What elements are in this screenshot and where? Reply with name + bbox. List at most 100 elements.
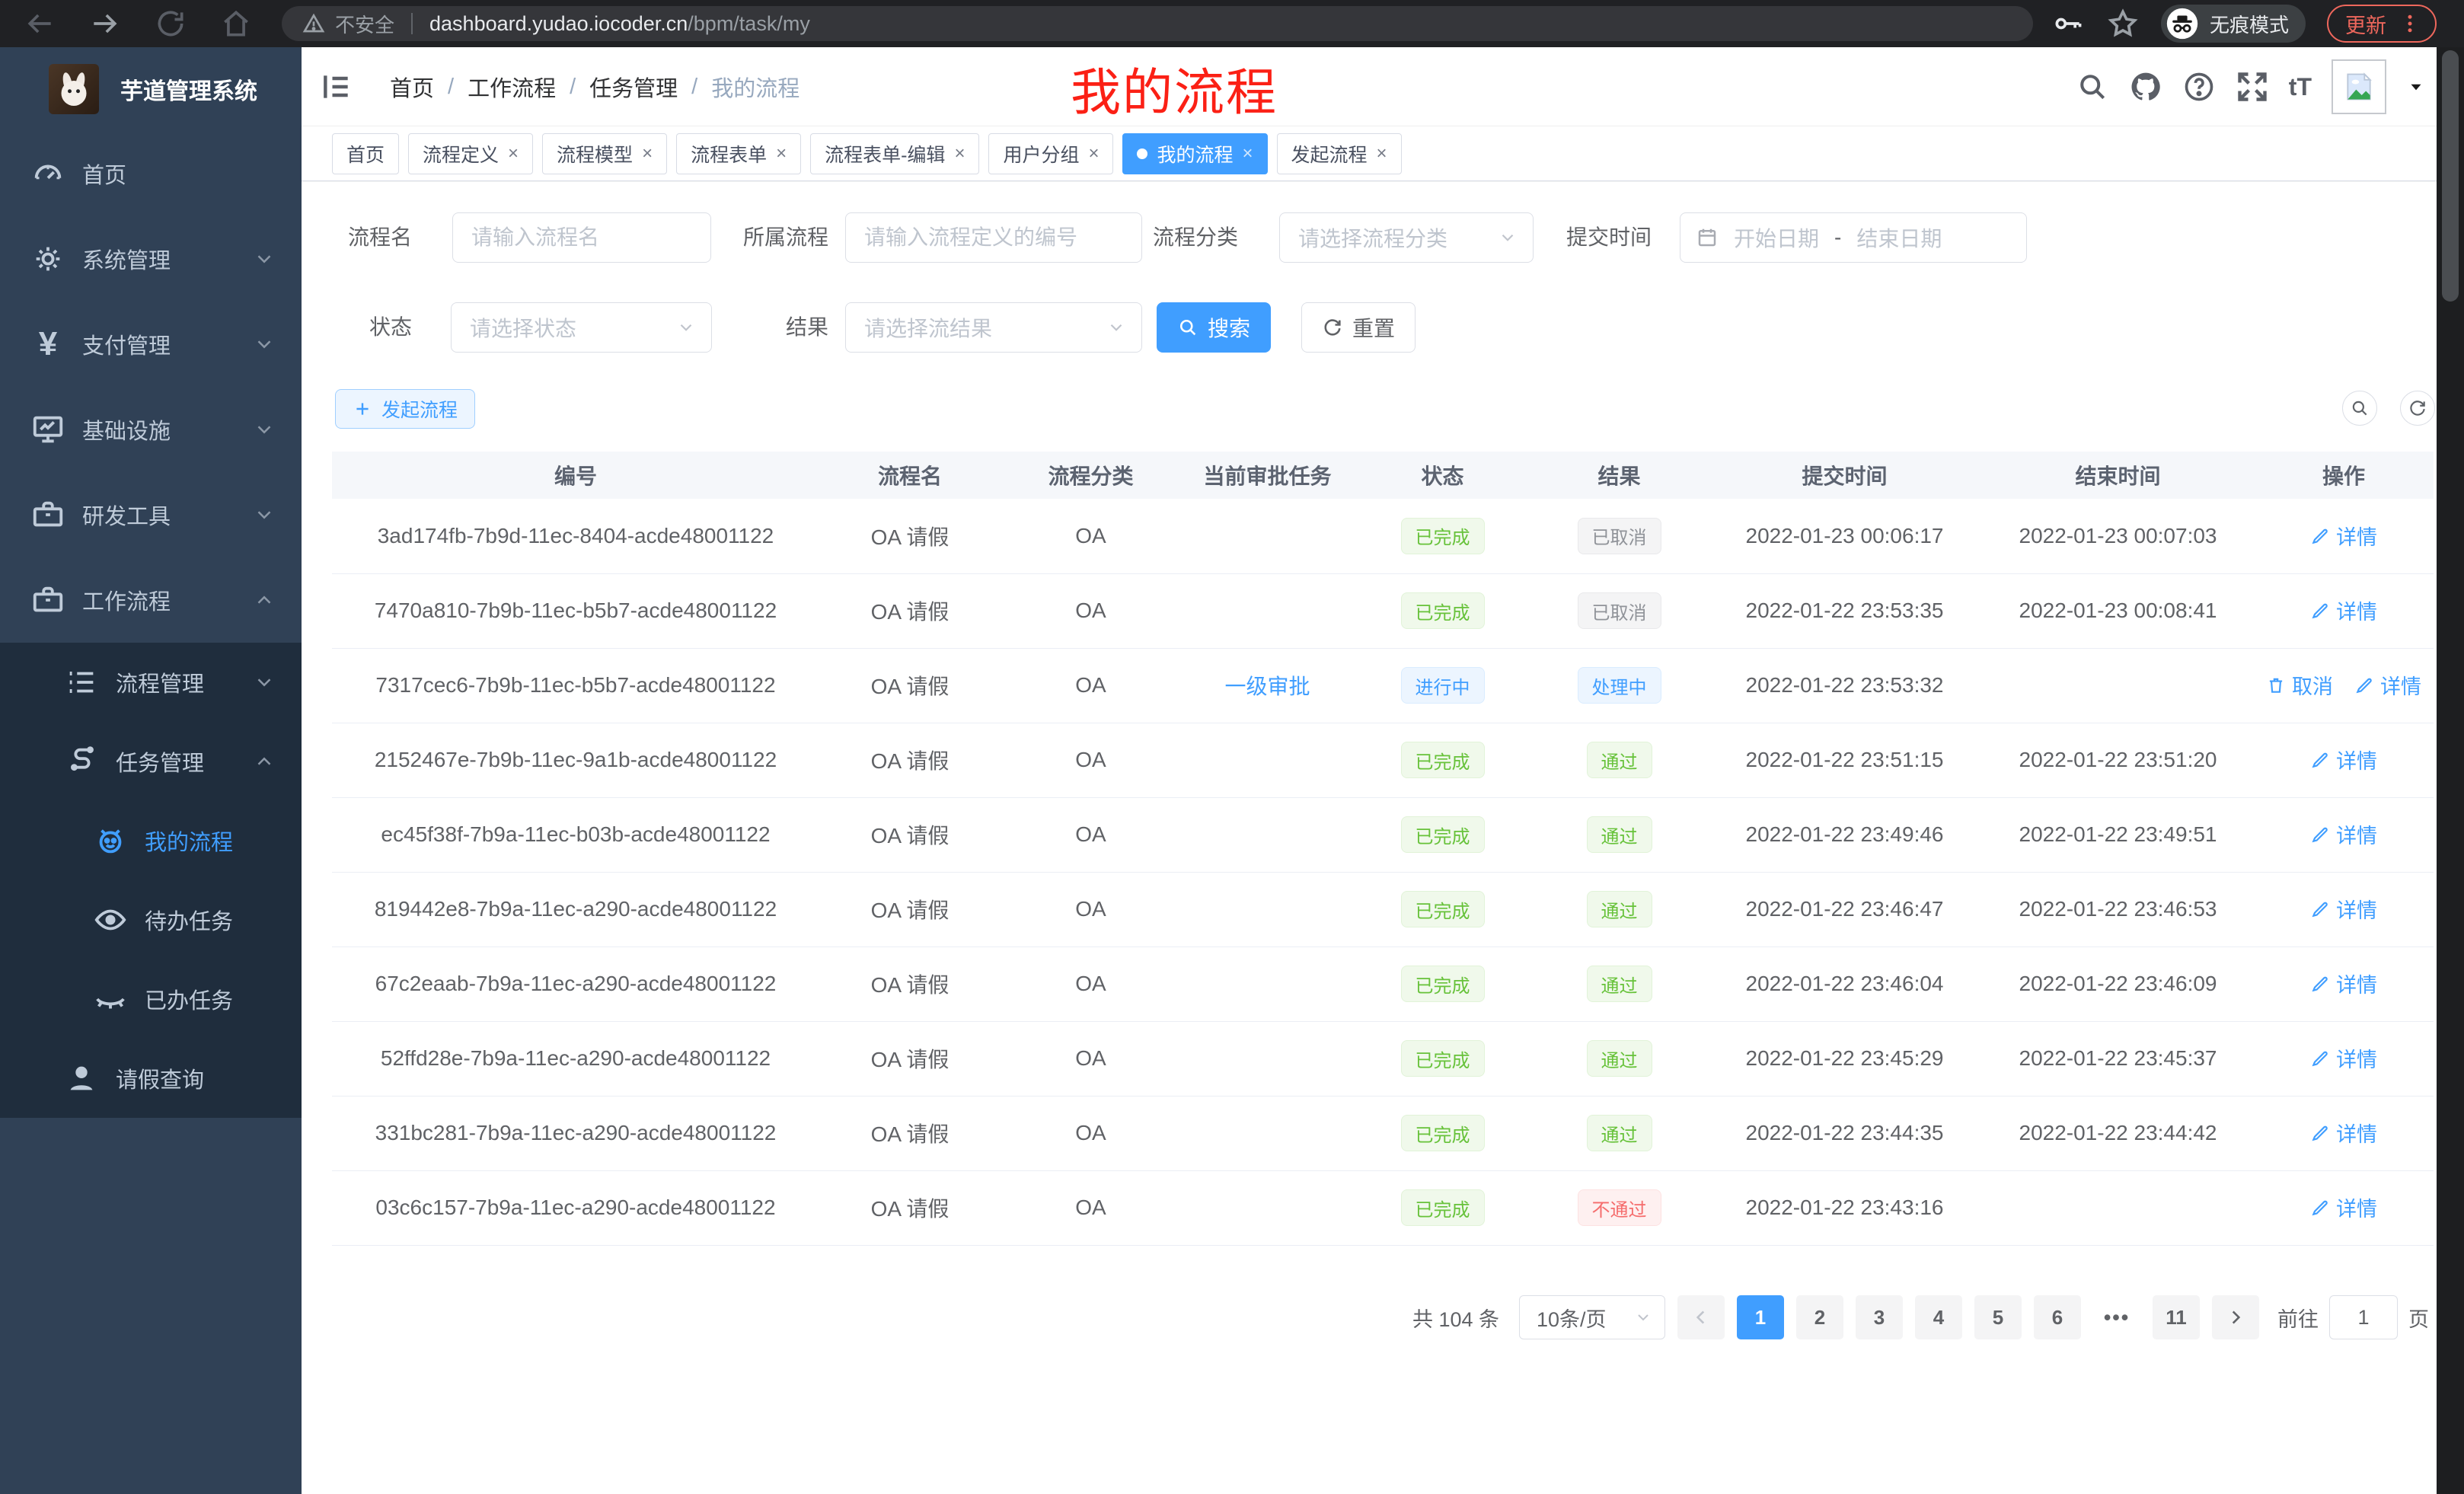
sidebar-item-dev-tools[interactable]: 研发工具	[0, 472, 302, 557]
current-task-link[interactable]: 一级审批	[1224, 675, 1310, 698]
avatar[interactable]	[2332, 59, 2386, 114]
browser-menu-icon[interactable]	[2399, 11, 2421, 37]
toggle-search-button[interactable]	[2342, 391, 2377, 426]
page-button-11[interactable]: 11	[2153, 1295, 2200, 1339]
process-name: OA 请假	[819, 1170, 1001, 1246]
browser-update-button[interactable]: 更新	[2327, 5, 2437, 43]
scrollbar-thumb[interactable]	[2442, 50, 2459, 302]
sidebar-item-leave-query[interactable]: 请假查询	[0, 1039, 302, 1118]
process-name: OA 请假	[819, 947, 1001, 1022]
detail-link[interactable]: 详情	[2310, 1192, 2377, 1222]
col-actions: 操作	[2254, 452, 2434, 499]
page-button-1[interactable]: 1	[1737, 1295, 1784, 1339]
sidebar-item-home[interactable]: 首页	[0, 131, 302, 216]
hamburger-icon[interactable]	[320, 70, 353, 104]
close-icon[interactable]: ×	[1376, 142, 1387, 164]
app-logo[interactable]: 芋道管理系统	[0, 47, 302, 131]
browser-scrollbar[interactable]	[2437, 47, 2464, 1494]
tab-process-definition[interactable]: 流程定义 ×	[408, 132, 534, 174]
sidebar-item-todo-tasks[interactable]: 待办任务	[0, 880, 302, 959]
tab-home[interactable]: 首页	[332, 132, 400, 174]
process-definition-input[interactable]	[846, 225, 1141, 250]
prev-page-button[interactable]	[1677, 1295, 1725, 1339]
process-name-input[interactable]	[453, 225, 710, 250]
page-button-6[interactable]: 6	[2034, 1295, 2081, 1339]
refresh-icon	[1324, 319, 1341, 336]
detail-link[interactable]: 详情	[2310, 894, 2377, 924]
sidebar-item-task-mgmt[interactable]: 任务管理	[0, 722, 302, 801]
search-button[interactable]: 搜索	[1157, 302, 1271, 353]
goto-page-input[interactable]	[2329, 1295, 2398, 1339]
result-select[interactable]: 请选择流结果	[845, 302, 1142, 353]
chevron-down-icon	[680, 324, 692, 331]
bookmark-star-icon[interactable]	[2106, 7, 2140, 40]
date-start[interactable]: 开始日期	[1734, 227, 1820, 251]
page-button-4[interactable]: 4	[1915, 1295, 1962, 1339]
status-badge: 已完成	[1400, 891, 1485, 927]
table-row: ec45f38f-7b9a-11ec-b03b-acde48001122 OA …	[332, 797, 2434, 873]
sidebar-item-system[interactable]: 系统管理	[0, 216, 302, 302]
name-input-wrap	[452, 212, 711, 263]
edit-icon	[2312, 976, 2328, 991]
breadcrumb-task-mgmt[interactable]: 任务管理	[589, 77, 678, 101]
help-icon[interactable]	[2182, 70, 2216, 104]
tab-my-process[interactable]: 我的流程 ×	[1122, 132, 1268, 174]
refresh-table-button[interactable]	[2400, 391, 2435, 426]
reset-button[interactable]: 重置	[1301, 302, 1416, 353]
detail-link[interactable]: 详情	[2310, 1118, 2377, 1148]
detail-link[interactable]: 详情	[2310, 595, 2377, 625]
start-process-button[interactable]: 发起流程	[335, 389, 475, 429]
detail-link[interactable]: 详情	[2310, 969, 2377, 998]
close-icon[interactable]: ×	[642, 142, 653, 164]
caret-down-icon[interactable]	[2406, 77, 2426, 97]
forward-icon[interactable]	[88, 7, 122, 40]
breadcrumb-home[interactable]: 首页	[390, 77, 435, 101]
close-icon[interactable]: ×	[508, 142, 519, 164]
close-icon[interactable]: ×	[1242, 142, 1253, 164]
detail-link[interactable]: 详情	[2310, 819, 2377, 849]
search-icon[interactable]	[2076, 70, 2109, 104]
tab-process-model[interactable]: 流程模型 ×	[542, 132, 668, 174]
more-pages-icon[interactable]: •••	[2103, 1305, 2130, 1329]
sidebar-item-infra[interactable]: 基础设施	[0, 387, 302, 472]
date-end[interactable]: 结束日期	[1856, 227, 1942, 251]
date-range-picker[interactable]: 开始日期 - 结束日期	[1680, 212, 2027, 263]
sidebar-item-done-tasks[interactable]: 已办任务	[0, 959, 302, 1039]
close-icon[interactable]: ×	[954, 142, 965, 164]
key-icon[interactable]	[2051, 7, 2085, 40]
page-button-3[interactable]: 3	[1856, 1295, 1903, 1339]
sidebar-item-payment[interactable]: ¥ 支付管理	[0, 302, 302, 387]
breadcrumb-workflow[interactable]: 工作流程	[468, 77, 557, 101]
fullscreen-icon[interactable]	[2236, 70, 2269, 104]
tab-process-form[interactable]: 流程表单 ×	[676, 132, 802, 174]
next-page-button[interactable]	[2212, 1295, 2259, 1339]
close-icon[interactable]: ×	[1088, 142, 1100, 164]
page-button-2[interactable]: 2	[1796, 1295, 1843, 1339]
page-size-select[interactable]: 10条/页	[1519, 1295, 1665, 1339]
sidebar-item-my-process[interactable]: 我的流程	[0, 801, 302, 880]
sidebar-item-workflow[interactable]: 工作流程	[0, 557, 302, 643]
process-name: OA 请假	[819, 872, 1001, 947]
page-button-5[interactable]: 5	[1974, 1295, 2022, 1339]
sidebar-item-process-mgmt[interactable]: 流程管理	[0, 643, 302, 722]
detail-link[interactable]: 详情	[2310, 521, 2377, 551]
font-size-icon[interactable]: tT	[2288, 72, 2312, 101]
tab-user-group[interactable]: 用户分组 ×	[988, 132, 1114, 174]
submit-time: 2022-01-22 23:51:15	[1707, 723, 1982, 798]
status-badge: 已完成	[1400, 1115, 1485, 1151]
back-icon[interactable]	[23, 7, 56, 40]
status-select[interactable]: 请选择状态	[451, 302, 712, 353]
home-icon[interactable]	[219, 7, 253, 40]
tab-start-process[interactable]: 发起流程 ×	[1276, 132, 1402, 174]
reload-icon[interactable]	[154, 7, 187, 40]
workflow-submenu: 流程管理 任务管理 我的流程 待办任务 已办任务 请假查询	[0, 643, 302, 1118]
tab-process-form-edit[interactable]: 流程表单-编辑 ×	[810, 132, 980, 174]
url-bar[interactable]: 不安全 dashboard.yudao.iocoder.cn/bpm/task/…	[282, 6, 2033, 41]
cancel-link[interactable]: 取消	[2266, 670, 2333, 700]
detail-link[interactable]: 详情	[2310, 745, 2377, 774]
github-icon[interactable]	[2129, 70, 2162, 104]
close-icon[interactable]: ×	[776, 142, 787, 164]
detail-link[interactable]: 详情	[2310, 1043, 2377, 1073]
category-select[interactable]: 请选择流程分类	[1279, 212, 1534, 263]
detail-link[interactable]: 详情	[2354, 670, 2421, 700]
